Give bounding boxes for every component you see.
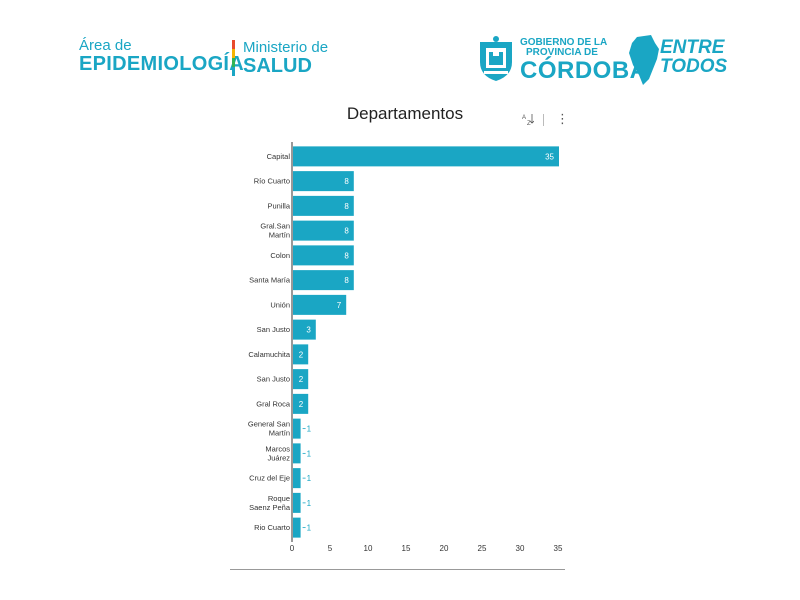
bar <box>293 468 301 489</box>
bottom-divider <box>230 569 565 570</box>
chart-title: Departamentos <box>346 104 464 123</box>
category-label: Marcos Juárez <box>265 444 290 462</box>
data-label: 2 <box>299 350 304 359</box>
x-tick-label: 0 <box>290 544 295 553</box>
data-label: 1 <box>307 474 312 483</box>
x-tick-label: 5 <box>328 544 333 553</box>
entre-line2: TODOS <box>660 56 728 77</box>
toolbar-separator <box>543 114 544 126</box>
data-label: 2 <box>299 400 304 409</box>
bar <box>293 517 301 538</box>
x-tick-label: 25 <box>478 544 487 553</box>
entre-todos-logo: ENTRE TODOS <box>660 38 727 76</box>
bar <box>293 393 309 414</box>
logo-divider <box>232 40 235 76</box>
data-label: 7 <box>337 301 342 310</box>
bar <box>293 369 309 390</box>
data-label: 8 <box>344 177 349 186</box>
bar <box>293 294 347 315</box>
bar <box>293 171 354 192</box>
gobierno-line2: PROVINCIA DE <box>526 47 598 58</box>
category-label: Gral.San Martín <box>260 222 290 240</box>
bar <box>293 270 354 291</box>
data-label: 8 <box>344 227 349 236</box>
gobierno-line1: GOBIERNO DE LA <box>520 37 608 48</box>
x-tick-label: 35 <box>554 544 563 553</box>
category-label: Gral Roca <box>256 399 291 408</box>
bar <box>293 245 354 266</box>
data-label: 8 <box>344 251 349 260</box>
data-label: 1 <box>307 425 312 434</box>
x-tick-label: 10 <box>364 544 373 553</box>
category-label: General San Martín <box>248 420 290 438</box>
bar <box>293 492 301 513</box>
header: Área de EPIDEMIOLOGÍA Ministerio de SALU… <box>0 0 800 100</box>
x-tick-label: 20 <box>440 544 449 553</box>
bar <box>293 418 301 439</box>
data-label: 1 <box>307 449 312 458</box>
ministerio-salud-logo: Ministerio de SALUD <box>243 40 328 77</box>
data-label: 1 <box>307 499 312 508</box>
category-label: Santa María <box>249 276 291 285</box>
sort-az-icon[interactable]: A Z <box>522 113 535 128</box>
entre-line1: ENTRE <box>660 37 725 58</box>
area-line1: Área de <box>79 37 132 54</box>
data-label: 8 <box>344 276 349 285</box>
data-label: 2 <box>299 375 304 384</box>
ministerio-line2: SALUD <box>243 55 312 77</box>
category-label: Rio Cuarto <box>254 523 290 532</box>
data-label: 3 <box>306 326 311 335</box>
bar <box>293 443 301 464</box>
svg-text:Z: Z <box>527 121 531 125</box>
category-label: Cruz del Eje <box>249 474 290 483</box>
data-label: 35 <box>545 152 554 161</box>
x-tick-label: 15 <box>402 544 411 553</box>
cordoba-seal-icon <box>480 36 512 81</box>
bar <box>293 319 316 340</box>
more-vertical-icon[interactable]: ⋮ <box>556 111 569 126</box>
bar <box>293 344 309 365</box>
bar <box>293 146 559 167</box>
category-label: San Justo <box>257 375 290 384</box>
category-label: San Justo <box>257 325 290 334</box>
gobierno-cordoba-logo: GOBIERNO DE LA PROVINCIA DE CÓRDOBA <box>520 38 648 84</box>
bar <box>293 220 354 241</box>
category-label: Capital <box>267 152 291 161</box>
data-label: 8 <box>344 202 349 211</box>
category-label: Río Cuarto <box>254 177 290 186</box>
category-label: Calamuchita <box>248 350 291 359</box>
category-label: Roque Saenz Peña <box>249 494 291 512</box>
ministerio-line1: Ministerio de <box>243 39 329 56</box>
category-label: Punilla <box>267 201 290 210</box>
gobierno-line3: CÓRDOBA <box>520 57 648 84</box>
area-line2: EPIDEMIOLOGÍA <box>79 53 245 75</box>
category-label: Unión <box>270 300 290 309</box>
x-tick-label: 30 <box>516 544 525 553</box>
category-label: Colon <box>270 251 290 260</box>
bar <box>293 195 354 216</box>
svg-text:A: A <box>522 115 526 121</box>
area-epidemiologia-logo: Área de EPIDEMIOLOGÍA <box>79 38 244 75</box>
data-label: 1 <box>307 524 312 533</box>
cordoba-map-icon <box>629 35 659 85</box>
